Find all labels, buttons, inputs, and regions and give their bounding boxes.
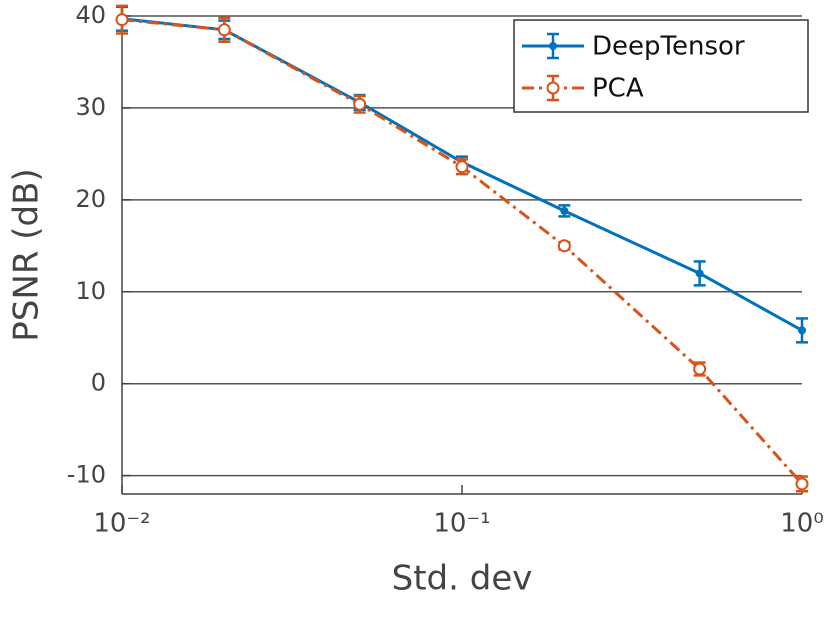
point xyxy=(353,97,367,111)
legend-marker xyxy=(549,42,557,50)
point xyxy=(217,23,231,37)
y-tick-label: 40 xyxy=(75,1,106,29)
y-tick-label: 10 xyxy=(75,277,106,305)
point xyxy=(455,160,469,174)
x-tick-label: 10⁻² xyxy=(93,509,150,539)
point xyxy=(115,13,129,27)
point xyxy=(798,326,806,335)
x-tick-label: 10⁻¹ xyxy=(433,509,490,539)
x-tick-label: 10⁰ xyxy=(780,509,824,539)
x-axis-label: Std. dev xyxy=(392,559,533,599)
y-tick-label: 30 xyxy=(75,93,106,121)
legend-label: PCA xyxy=(592,74,644,104)
y-axis-label: PSNR (dB) xyxy=(7,168,47,341)
legend-label: DeepTensor xyxy=(592,32,745,62)
legend-marker xyxy=(546,81,560,95)
point xyxy=(695,269,704,278)
point xyxy=(557,239,571,253)
legend-box xyxy=(513,19,809,113)
y-tick-label: 20 xyxy=(75,185,106,213)
point xyxy=(795,477,809,491)
y-tick-label: -10 xyxy=(67,461,106,489)
point xyxy=(560,206,569,215)
point xyxy=(693,362,707,376)
y-tick-label: 0 xyxy=(91,369,106,397)
